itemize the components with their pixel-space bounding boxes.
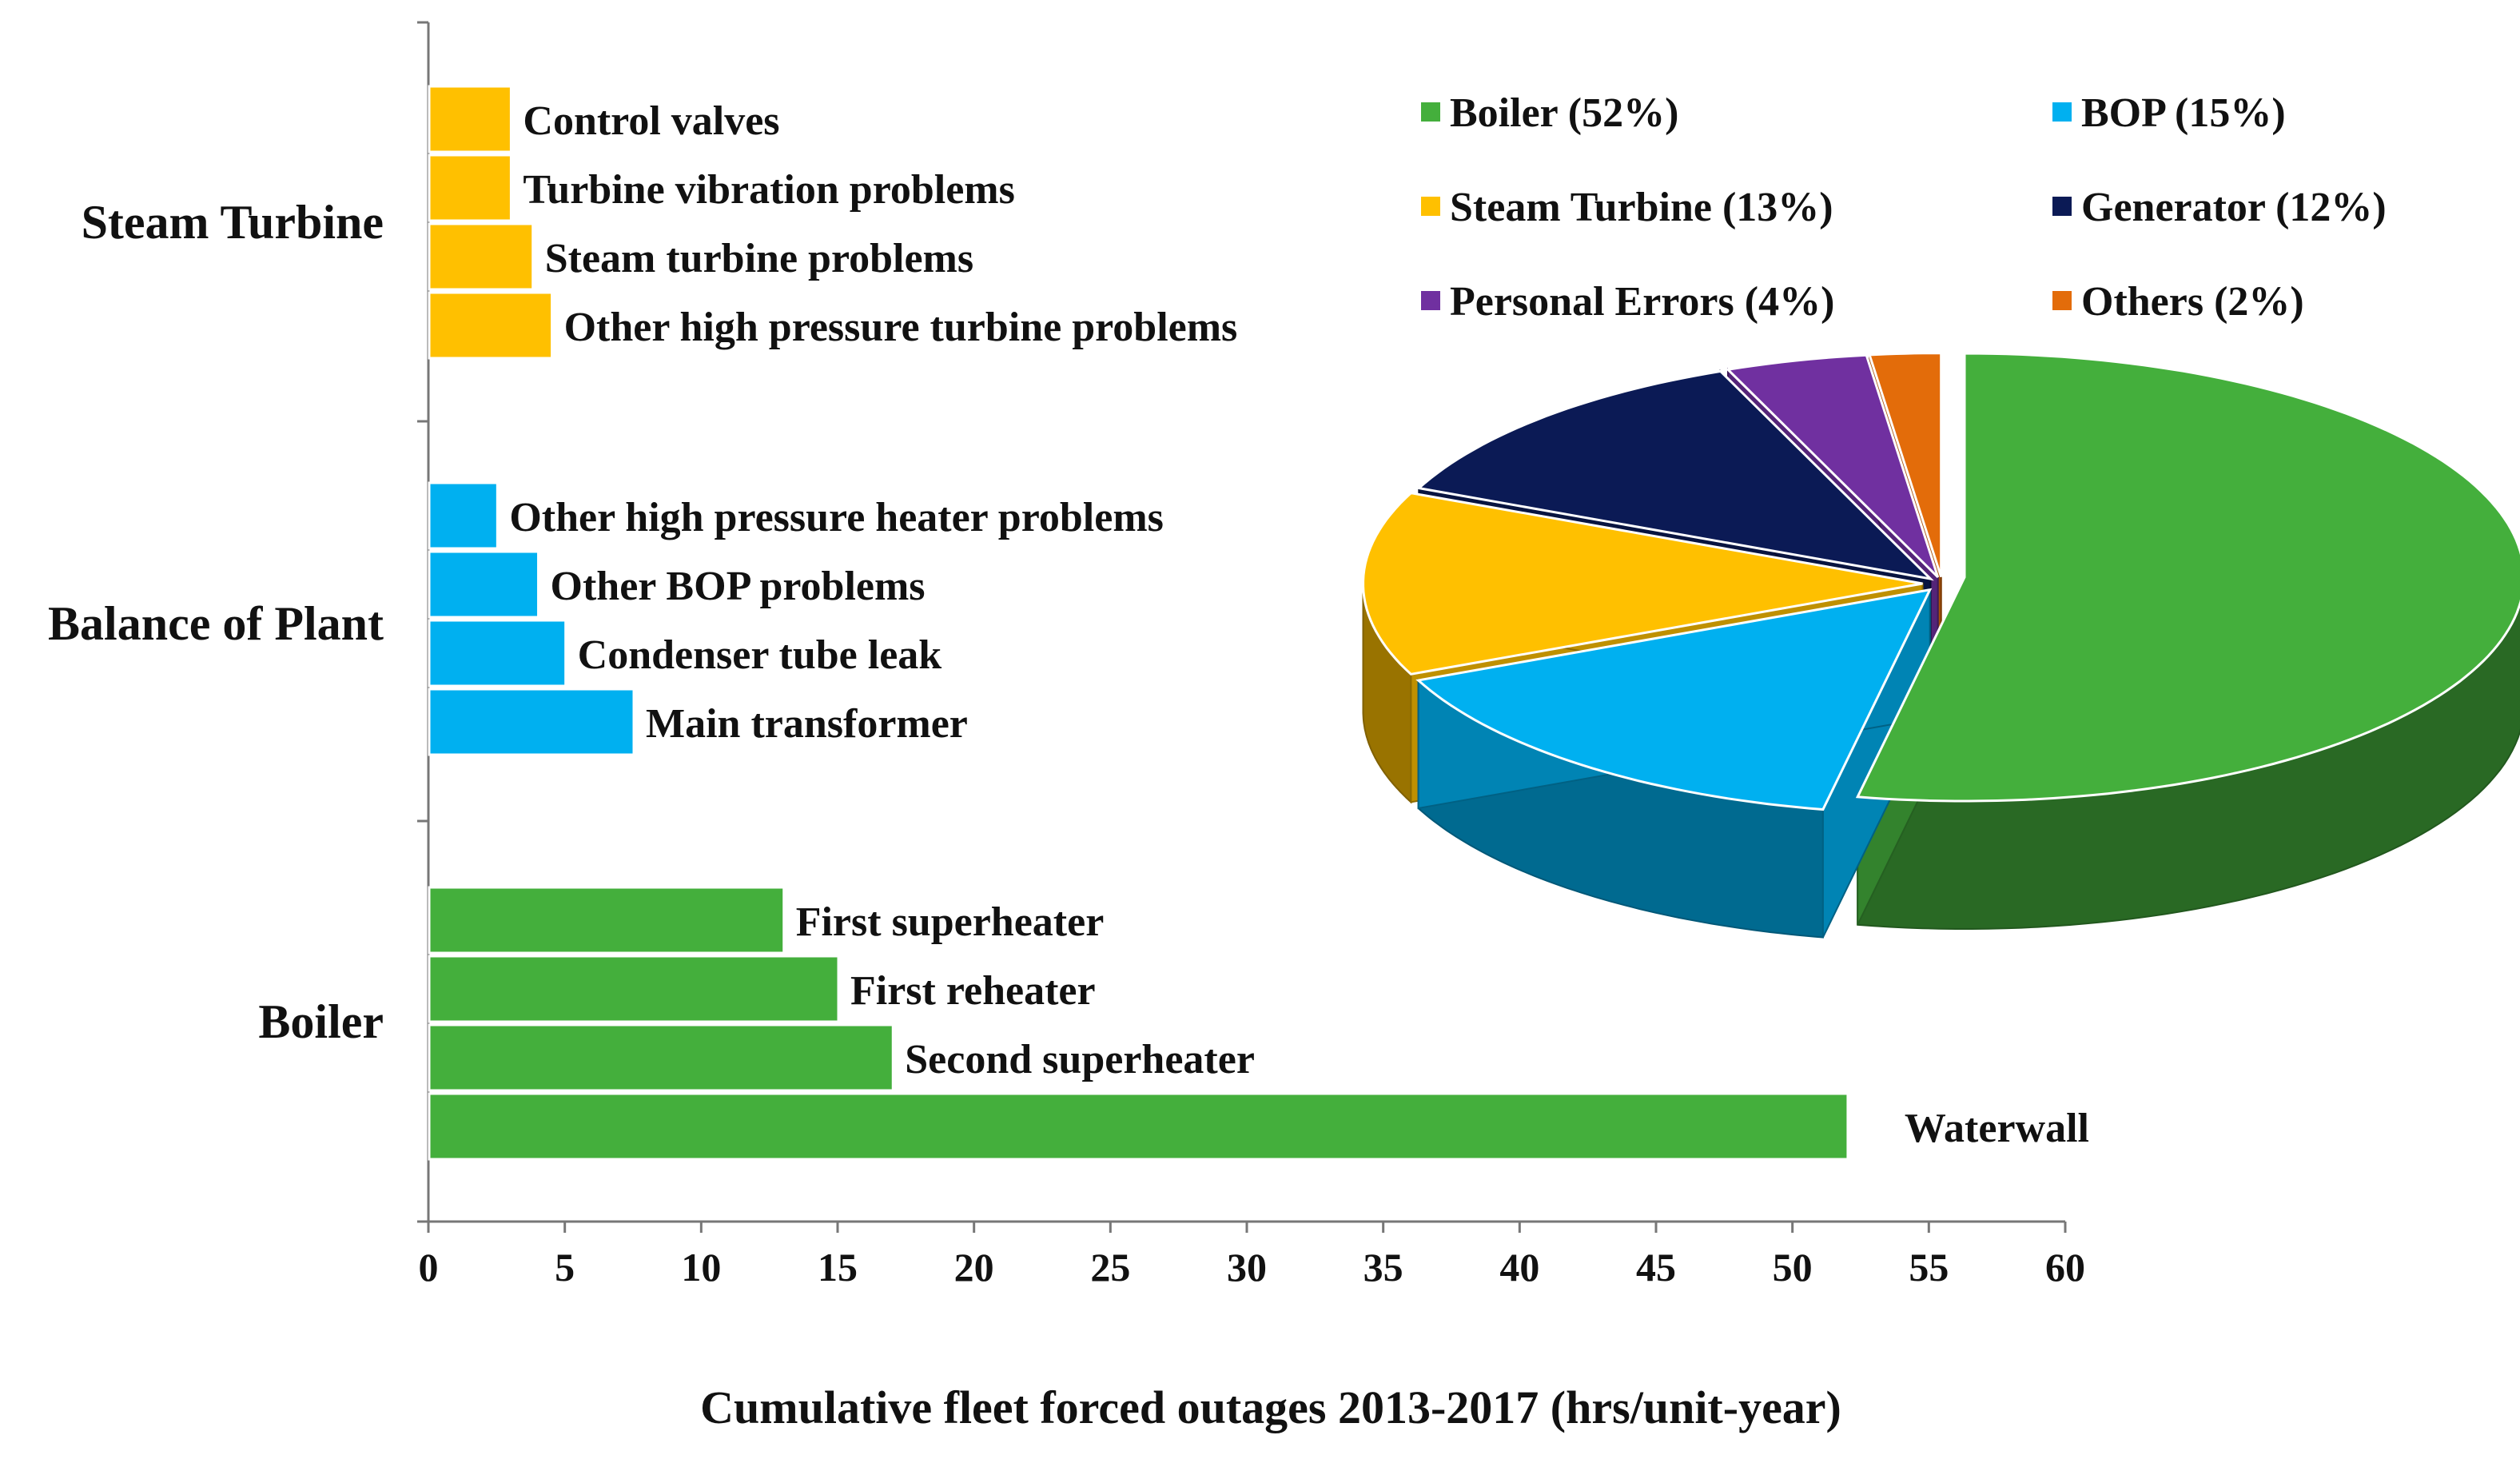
bar xyxy=(429,86,511,152)
legend-label: Personal Errors (4%) xyxy=(1450,279,1834,325)
x-tick-label: 50 xyxy=(1773,1245,1813,1290)
bar xyxy=(429,552,539,617)
x-tick-label: 30 xyxy=(1227,1245,1267,1290)
x-tick-label: 10 xyxy=(681,1245,721,1290)
bar-label: First superheater xyxy=(796,899,1105,945)
bar xyxy=(429,1025,893,1090)
legend-label: Steam Turbine (13%) xyxy=(1450,185,1833,230)
x-tick-label: 55 xyxy=(1909,1245,1949,1290)
bar-label: First reheater xyxy=(850,968,1096,1014)
bar xyxy=(429,293,552,358)
bar-label: Other BOP problems xyxy=(551,564,926,609)
legend-label: Others (2%) xyxy=(2081,279,2304,325)
bar-label: Waterwall xyxy=(1905,1106,2089,1151)
group-label: Steam Turbine xyxy=(82,196,384,249)
x-tick-label: 0 xyxy=(419,1245,439,1290)
group-label: Boiler xyxy=(258,995,384,1048)
legend-label: Generator (12%) xyxy=(2081,185,2387,230)
bar xyxy=(429,224,533,289)
legend-label: BOP (15%) xyxy=(2081,90,2286,136)
x-tick-label: 15 xyxy=(818,1245,858,1290)
legend-swatch xyxy=(2052,197,2072,216)
bar xyxy=(429,689,634,755)
legend-swatch xyxy=(1421,291,1440,310)
legend-swatch xyxy=(2052,102,2072,122)
bar-label: Condenser tube leak xyxy=(578,632,942,678)
bar-label: Second superheater xyxy=(905,1037,1255,1082)
legend-swatch xyxy=(1421,102,1440,122)
bar-label: Steam turbine problems xyxy=(545,236,973,281)
bar-label: Turbine vibration problems xyxy=(523,167,1014,213)
bar xyxy=(429,887,784,953)
bar xyxy=(429,956,838,1022)
legend-swatch xyxy=(1421,197,1440,216)
x-tick-label: 60 xyxy=(2045,1245,2085,1290)
bar xyxy=(429,483,497,548)
x-tick-label: 20 xyxy=(954,1245,994,1290)
x-tick-label: 5 xyxy=(555,1245,575,1290)
bar xyxy=(429,155,511,221)
x-tick-label: 25 xyxy=(1090,1245,1130,1290)
bar-label: Main transformer xyxy=(646,701,968,747)
bar-label: Other high pressure heater problems xyxy=(509,495,1164,540)
group-label: Balance of Plant xyxy=(48,597,384,650)
x-tick-label: 40 xyxy=(1499,1245,1539,1290)
x-axis-title: Cumulative fleet forced outages 2013-201… xyxy=(700,1381,1841,1433)
x-tick-label: 45 xyxy=(1636,1245,1676,1290)
bar xyxy=(429,620,566,686)
pie-chart xyxy=(1364,353,2520,938)
legend-swatch xyxy=(2052,291,2072,310)
bar-label: Other high pressure turbine problems xyxy=(564,305,1238,350)
legend-label: Boiler (52%) xyxy=(1450,90,1678,136)
x-tick-label: 35 xyxy=(1364,1245,1403,1290)
pie-legend: Boiler (52%) BOP (15%) Steam Turbine (13%)… xyxy=(1421,90,2387,325)
bar xyxy=(429,1094,1848,1159)
bar-label: Control valves xyxy=(523,98,779,144)
